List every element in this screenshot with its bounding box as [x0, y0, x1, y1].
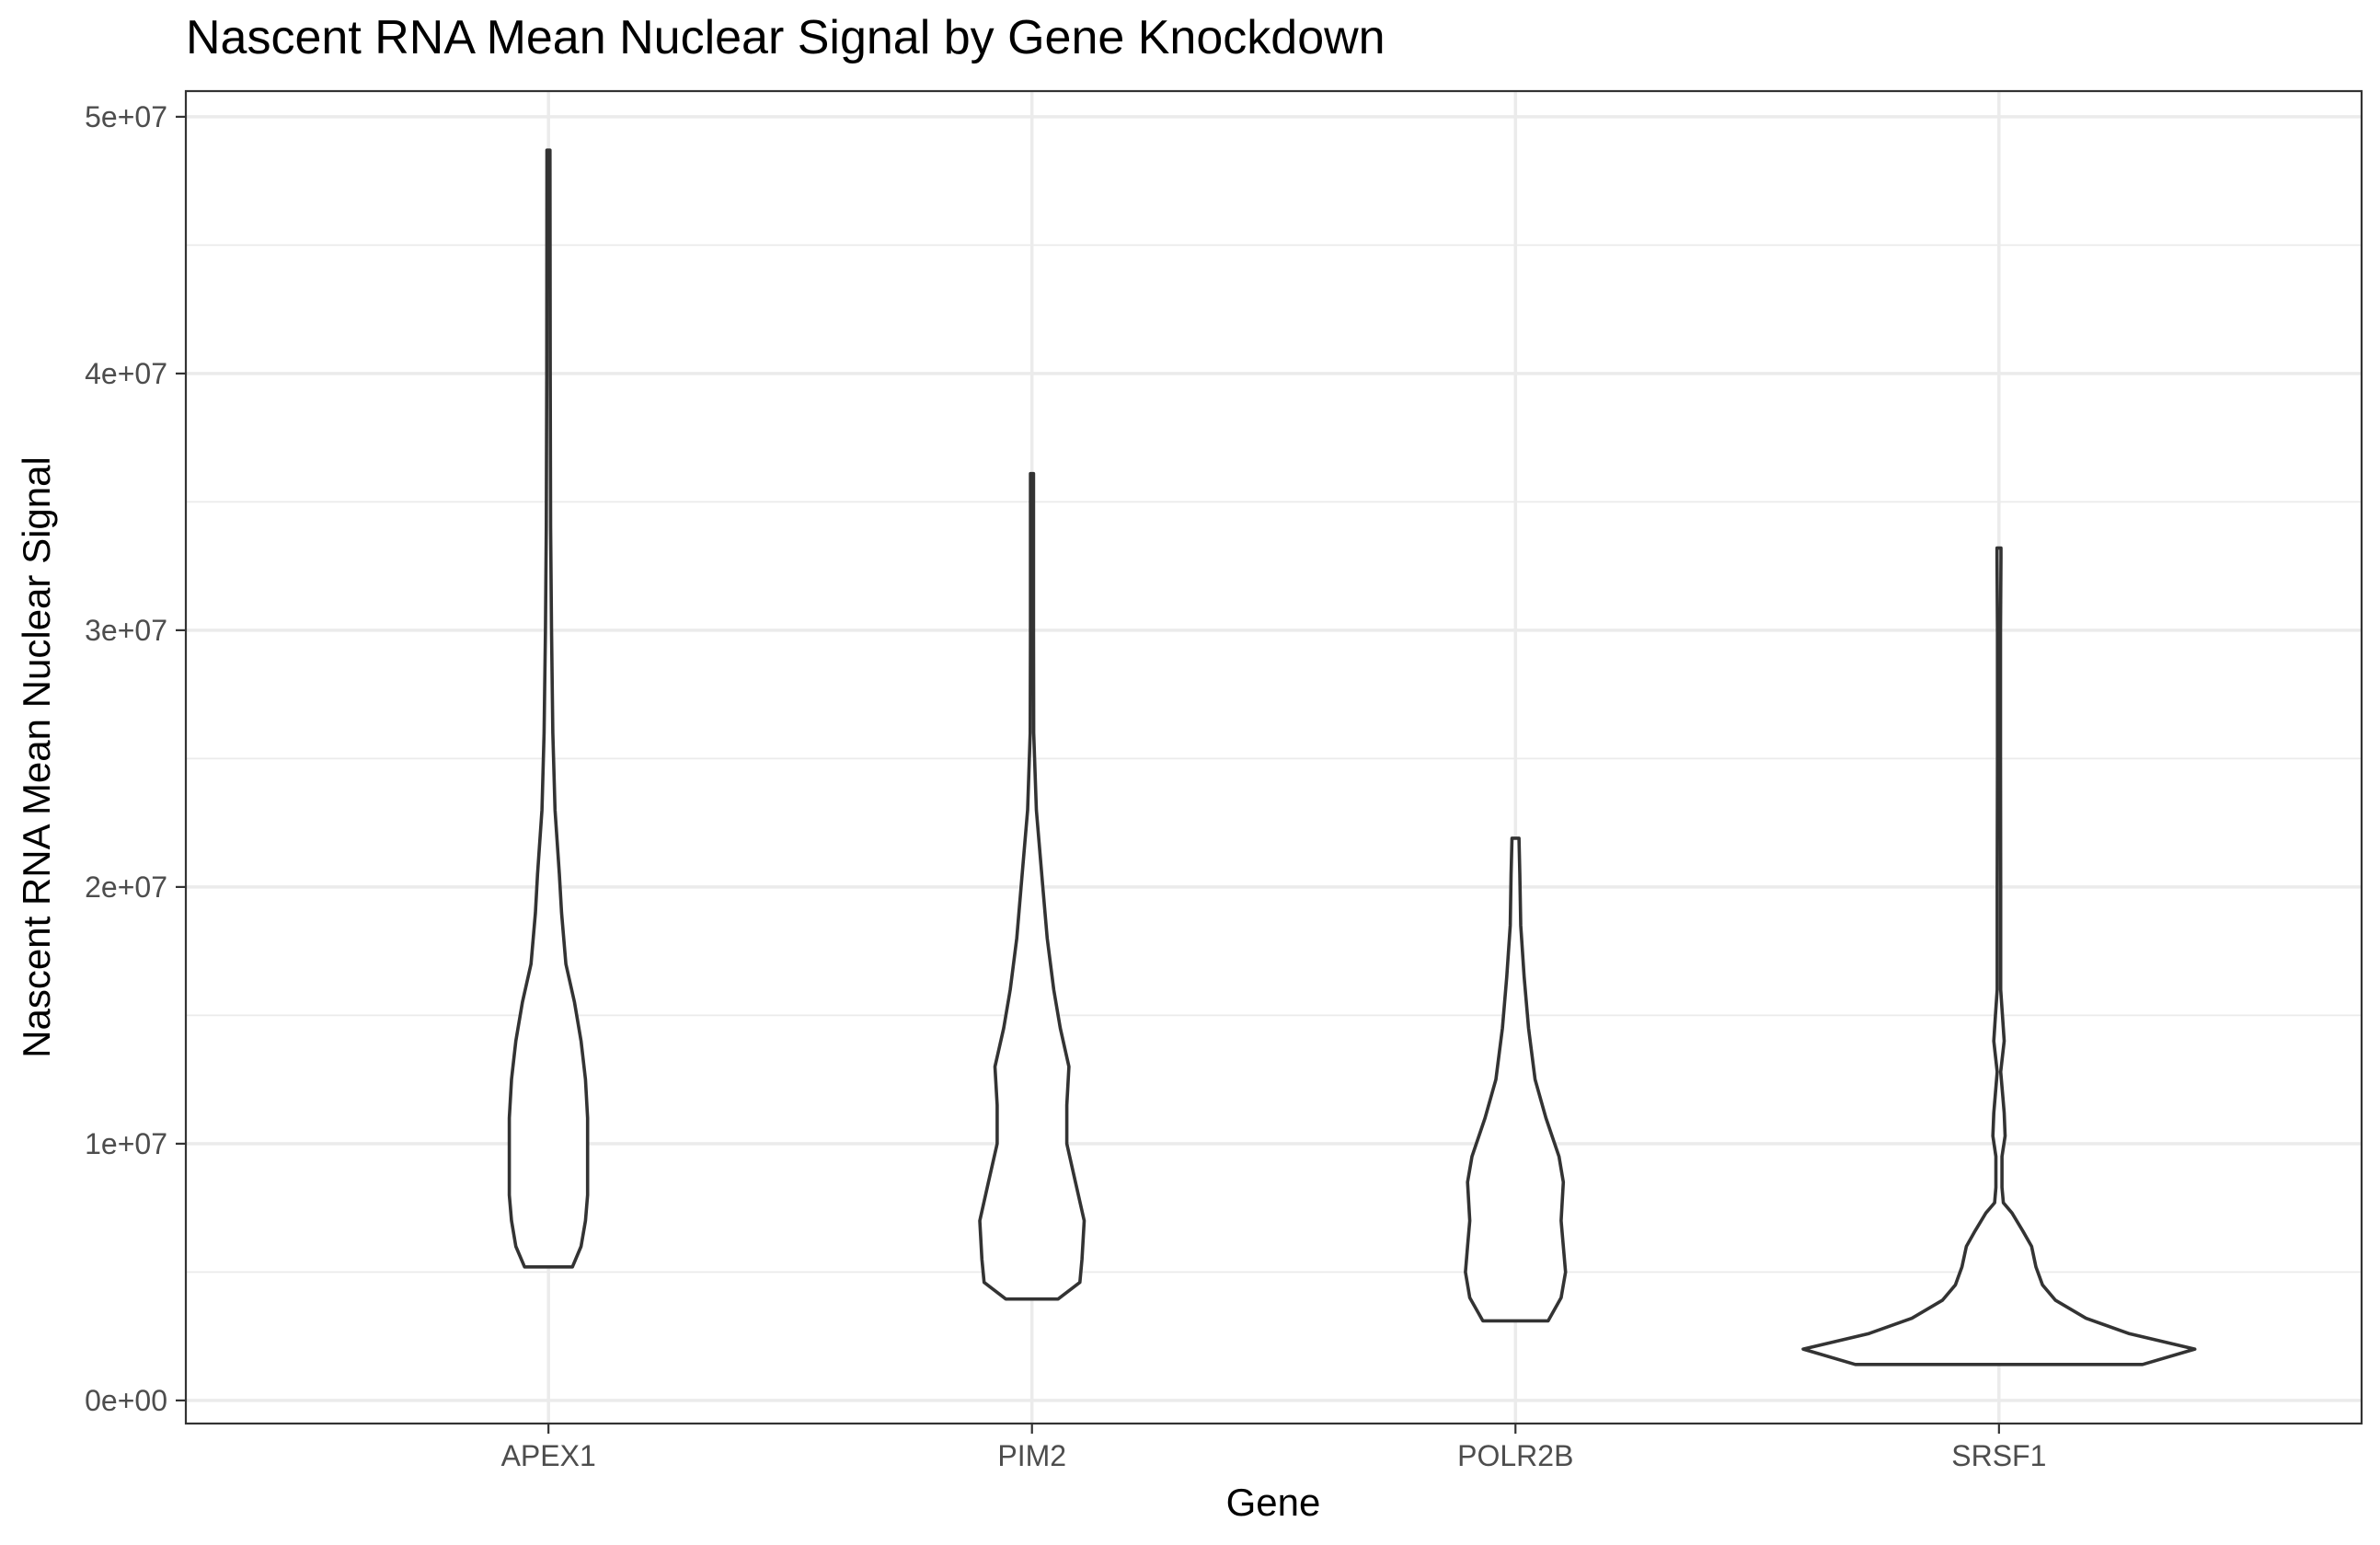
y-axis: 0e+00 1e+07 2e+07 3e+07 4e+07 5e+07	[85, 100, 186, 1417]
y-axis-title: Nascent RNA Mean Nuclear Signal	[15, 456, 58, 1058]
violin-srsf1	[1801, 546, 2197, 1366]
y-tick-label: 1e+07	[85, 1127, 167, 1160]
panel-border	[184, 89, 2363, 1425]
y-tick-label: 0e+00	[85, 1384, 167, 1417]
x-tick-label: POLR2B	[1457, 1439, 1573, 1472]
y-tick-label: 5e+07	[85, 100, 167, 133]
chart-title: Nascent RNA Mean Nuclear Signal by Gene …	[186, 11, 1385, 64]
violin-polr2b	[1464, 836, 1568, 1323]
y-tick-label: 2e+07	[85, 871, 167, 904]
y-tick-label: 3e+07	[85, 614, 167, 647]
x-axis: APEX1 PIM2 POLR2B SRSF1	[501, 1424, 2046, 1472]
x-tick-label: SRSF1	[1951, 1439, 2046, 1472]
violins	[507, 148, 2197, 1366]
y-tick-label: 4e+07	[85, 357, 167, 390]
violin-pim2	[978, 471, 1087, 1301]
x-tick-label: APEX1	[501, 1439, 596, 1472]
violin-apex1	[507, 148, 590, 1269]
x-tick-label: PIM2	[997, 1439, 1066, 1472]
plot-panel	[184, 89, 2363, 1425]
x-axis-title: Gene	[1226, 1481, 1321, 1524]
